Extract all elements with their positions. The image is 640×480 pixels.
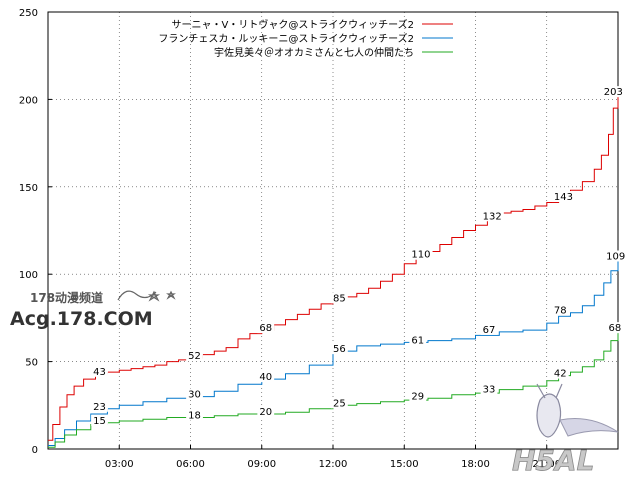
data-label-bg [480,383,498,395]
data-label-bg [257,406,275,418]
data-label: 68 [609,323,622,334]
y-tick-label: 50 [25,358,38,369]
data-label-bg [601,86,625,98]
watermark-h5al: H5AL [512,444,594,477]
legend-entry-label: 宇佐見美々＠オオカミさんと七人の仲間たち [214,46,414,59]
x-tick-label: 21:00 [532,459,561,470]
data-label: 15 [93,416,106,427]
data-label-bg [480,210,504,222]
data-label-bg [257,322,275,334]
data-label-bg [409,334,427,346]
star-swoosh-icon [117,290,176,302]
data-label: 143 [554,192,573,203]
data-labels: 43 52 68 85 110 132 143 203 23 30 40 56 61 67 78 109 15 1… [91,86,628,427]
data-label-bg [91,365,108,377]
x-tick-label: 09:00 [247,459,276,470]
data-label-bg [257,371,275,383]
data-label: 67 [483,325,496,336]
legend-entry-label: サーニャ・V・リトヴャク@ストライクウィッチーズ2 [171,18,414,31]
data-label: 78 [554,306,567,317]
data-label: 43 [93,367,106,378]
data-label-bg [331,292,348,304]
x-tick-label: 15:00 [390,459,419,470]
y-tick-label: 250 [19,8,38,19]
data-label: 109 [606,251,625,262]
data-label-bg [604,250,628,262]
data-label: 20 [259,407,272,418]
data-label: 56 [333,344,346,355]
watermark-178-channel: 178动漫频道 [30,290,103,305]
h5al-watermark: H5AL [512,383,619,477]
data-label-bg [409,248,433,260]
y-axis-ticks: 0 50 100 150 200 250 [19,8,52,456]
data-label-bg [606,322,624,334]
legend: サーニャ・V・リトヴャク@ストライクウィッチーズ2フランチェスカ・ルッキーニ@ス… [158,18,453,59]
data-label: 25 [333,398,346,409]
plot-area-frame [47,11,619,450]
anime-character-icon [536,383,563,438]
data-label-bg [551,191,576,203]
data-label: 40 [259,372,272,383]
data-label: 23 [93,402,106,413]
x-tick-label: 03:00 [105,459,134,470]
data-label: 33 [483,384,496,395]
data-label: 30 [188,390,201,401]
series-line-1 [48,258,619,446]
series-lines [48,94,619,448]
data-label-bg [551,304,569,316]
data-label: 42 [554,369,567,380]
data-label: 85 [333,293,346,304]
y-tick-label: 100 [19,270,38,281]
data-label: 68 [259,323,272,334]
data-label-bg [551,367,569,379]
watermark-acg178: Acg.178.COM [10,308,153,330]
data-label-bg [331,397,348,409]
y-tick-label: 200 [19,95,38,106]
data-label: 203 [604,87,623,98]
data-label-bg [186,409,203,421]
x-axis-ticks: 03:00 06:00 09:00 12:00 15:00 18:00 21:00 [105,445,561,470]
y-tick-label: 150 [19,183,38,194]
data-label-bg [331,343,348,355]
data-label-bg [186,388,203,400]
acg178-watermark: 178动漫频道 Acg.178.COM [10,290,176,330]
data-label: 29 [411,391,424,402]
data-label: 61 [411,335,424,346]
data-label-bg [91,400,108,412]
data-label: 18 [188,411,201,422]
data-label: 110 [411,250,430,261]
data-label-bg [186,350,203,362]
legend-entry-label: フランチェスカ・ルッキーニ@ストライクウィッチーズ2 [158,32,414,45]
x-tick-label: 12:00 [319,459,348,470]
data-label: 52 [188,351,201,362]
data-label-bg [409,390,427,402]
data-label: 132 [483,211,502,222]
y-tick-label: 0 [32,445,38,456]
x-tick-label: 18:00 [461,459,490,470]
data-label-bg [480,323,498,335]
x-tick-label: 06:00 [176,459,205,470]
grid-lines [48,12,618,449]
wing-swoosh-icon [559,418,619,437]
data-label-bg [91,414,108,426]
